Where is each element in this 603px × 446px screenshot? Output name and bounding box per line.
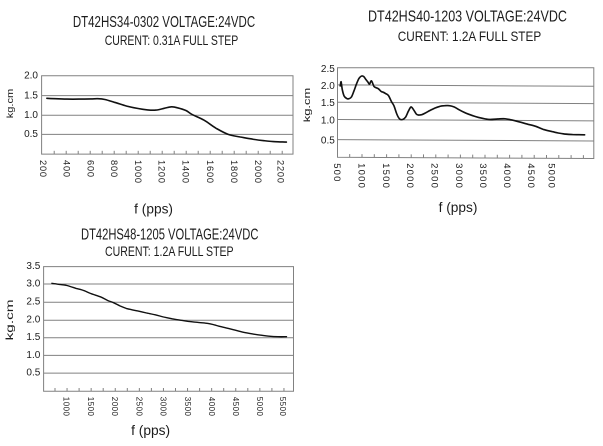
svg-text:1600: 1600 [205,160,215,184]
svg-text:1000: 1000 [355,163,366,189]
svg-text:0.5: 0.5 [26,368,40,379]
svg-text:2.0: 2.0 [321,81,335,92]
svg-text:4500: 4500 [525,163,536,189]
svg-text:2500: 2500 [134,397,143,417]
svg-text:2.0: 2.0 [26,315,40,326]
svg-text:1.0: 1.0 [26,350,40,361]
svg-text:kg.cm: kg.cm [302,88,313,123]
svg-text:1400: 1400 [181,160,191,184]
svg-text:2000: 2000 [110,397,119,417]
svg-text:5000: 5000 [255,397,264,417]
svg-text:f (pps): f (pps) [134,201,173,216]
svg-text:3.0: 3.0 [26,278,40,289]
svg-text:3000: 3000 [159,397,168,417]
svg-text:1.5: 1.5 [24,90,38,101]
svg-text:2500: 2500 [428,163,439,189]
svg-text:DT42HS48-1205 VOLTAGE:24VDC: DT42HS48-1205 VOLTAGE:24VDC [81,227,258,244]
svg-text:DT42HS34-0302 VOLTAGE:24VDC: DT42HS34-0302 VOLTAGE:24VDC [73,14,255,31]
svg-text:f (pps): f (pps) [439,200,478,215]
svg-text:500: 500 [331,163,342,182]
svg-text:3500: 3500 [477,163,488,189]
svg-text:4500: 4500 [231,397,240,417]
svg-text:2.0: 2.0 [24,71,38,82]
svg-text:0.5: 0.5 [24,129,38,140]
svg-text:1200: 1200 [156,160,166,184]
svg-text:5500: 5500 [278,397,287,417]
svg-text:1000: 1000 [62,397,71,417]
svg-text:1500: 1500 [86,397,95,417]
svg-text:3500: 3500 [183,397,192,417]
svg-text:2000: 2000 [404,163,415,189]
svg-text:CURENT: 1.2A FULL STEP: CURENT: 1.2A FULL STEP [398,28,541,44]
svg-text:200: 200 [38,160,48,178]
svg-text:3000: 3000 [453,163,464,189]
svg-text:3.5: 3.5 [26,261,40,272]
svg-text:0.5: 0.5 [321,136,335,147]
svg-text:600: 600 [85,160,95,178]
svg-text:kg.cm: kg.cm [5,299,16,340]
svg-text:CURENT: 1.2A FULL STEP: CURENT: 1.2A FULL STEP [105,243,234,259]
svg-text:4000: 4000 [501,163,512,189]
svg-text:DT42HS40-1203 VOLTAGE:24VDC: DT42HS40-1203 VOLTAGE:24VDC [368,9,567,26]
svg-text:400: 400 [62,160,72,178]
svg-text:1.0: 1.0 [321,116,335,127]
svg-text:f (pps): f (pps) [131,423,170,438]
svg-text:1000: 1000 [133,160,143,184]
svg-text:5000: 5000 [546,163,557,189]
svg-text:2.5: 2.5 [321,64,335,75]
svg-text:2.5: 2.5 [26,297,40,308]
svg-text:4000: 4000 [207,397,216,417]
svg-text:2200: 2200 [275,160,285,184]
svg-text:CURENT: 0.31A FULL STEP: CURENT: 0.31A FULL STEP [105,32,239,48]
svg-text:800: 800 [109,160,119,178]
svg-text:1.0: 1.0 [24,110,38,121]
svg-text:1800: 1800 [229,160,239,184]
svg-text:1.5: 1.5 [26,332,40,343]
svg-text:2000: 2000 [253,160,263,184]
svg-text:1500: 1500 [380,163,391,189]
svg-text:1.5: 1.5 [321,98,335,109]
svg-text:kg.cm: kg.cm [5,89,16,119]
